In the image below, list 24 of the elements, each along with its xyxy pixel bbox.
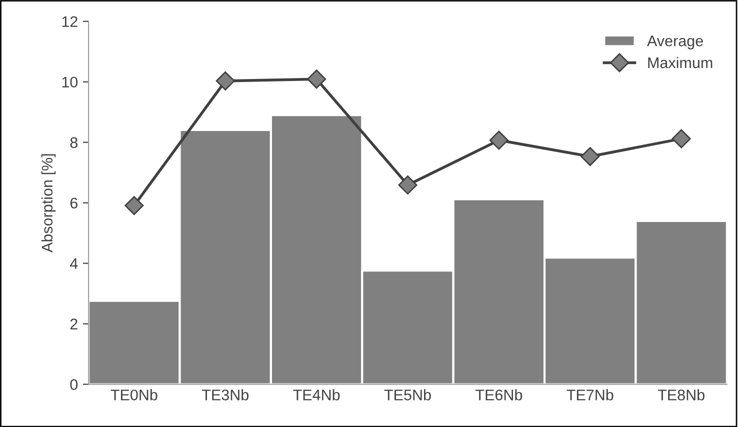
x-tick-label: TE6Nb xyxy=(476,389,522,400)
legend-label: Maximum xyxy=(648,56,712,68)
x-tick-label: TE0Nb xyxy=(110,389,158,400)
y-tick-label: 8 xyxy=(70,137,78,148)
y-tick-label: 12 xyxy=(62,16,78,27)
point xyxy=(672,129,691,148)
x-tick-label: TE4Nb xyxy=(293,389,340,400)
point xyxy=(307,70,326,89)
point xyxy=(580,147,600,166)
x-tick-label: TE7Nb xyxy=(566,389,614,400)
y-tick-label: 2 xyxy=(70,318,78,330)
point xyxy=(398,175,418,195)
point xyxy=(489,130,508,150)
y-tick-label: 4 xyxy=(70,258,78,269)
x-tick-label: TE5Nb xyxy=(384,389,431,400)
x-tick-label: TE3Nb xyxy=(202,389,248,400)
y-tick-label: 10 xyxy=(62,76,78,88)
y-axis-title: Absorption [%] xyxy=(41,154,56,252)
y-tick-label: 6 xyxy=(70,198,78,209)
x-tick-label: TE8Nb xyxy=(658,389,704,400)
y-tick-label: 0 xyxy=(70,379,78,390)
legend-label: Average xyxy=(647,36,703,50)
point xyxy=(124,196,144,216)
point xyxy=(216,71,235,90)
